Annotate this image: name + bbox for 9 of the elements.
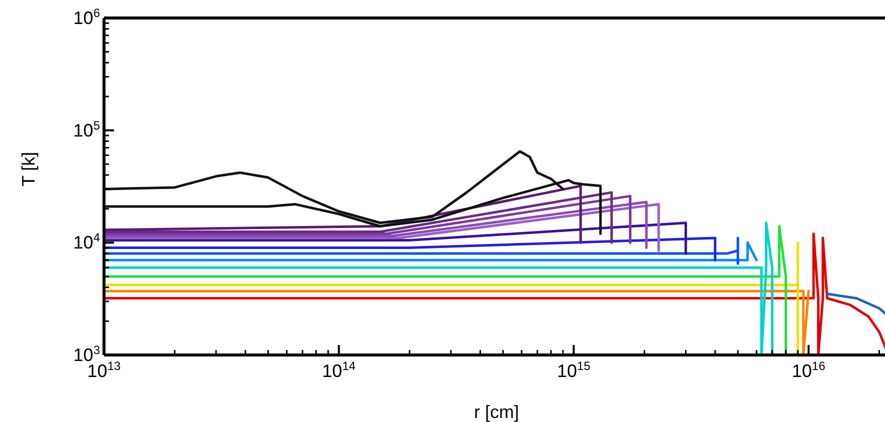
y-tick-label: 10$^{6}$ <box>73 6 100 28</box>
y-axis-title: T [k] <box>18 152 38 186</box>
x-tick-label: 10$^{16}$ <box>792 359 826 381</box>
y-tick-label: 10$^{5}$ <box>73 118 100 140</box>
y-tick-label: 10$^{4}$ <box>73 230 100 253</box>
x-tick-label: 10$^{14}$ <box>322 359 356 381</box>
x-tick-label: 10$^{15}$ <box>557 359 591 381</box>
x-axis-title: r [cm] <box>474 402 519 422</box>
y-tick-label: 10$^{3}$ <box>73 343 100 365</box>
